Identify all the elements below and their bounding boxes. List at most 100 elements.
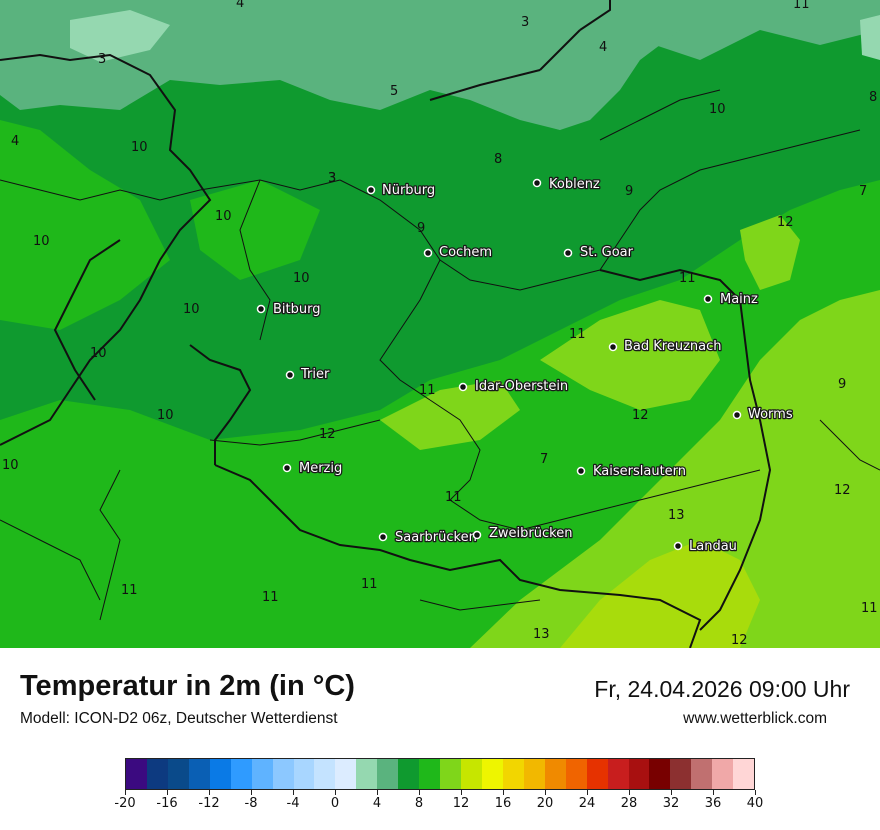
legend-tick xyxy=(545,790,546,795)
city-bad-kreuznach[interactable]: Bad Kreuznach xyxy=(608,338,723,355)
iso-label: 12 xyxy=(731,633,748,648)
iso-label: 3 xyxy=(98,52,106,67)
city-label: St. Goar xyxy=(580,245,634,260)
legend-swatch xyxy=(461,759,482,789)
city-landau[interactable]: Landau xyxy=(673,538,738,555)
legend-tick xyxy=(713,790,714,795)
iso-label: 10 xyxy=(183,302,200,317)
legend-swatch xyxy=(335,759,357,789)
color-legend xyxy=(125,758,755,790)
legend-swatch xyxy=(356,759,378,789)
iso-label: 10 xyxy=(709,102,726,117)
legend-swatch xyxy=(712,759,734,789)
city-label: Koblenz xyxy=(549,177,600,192)
iso-label: 3 xyxy=(521,15,529,30)
city-label: Mainz xyxy=(720,292,758,307)
city-dot xyxy=(703,294,713,304)
legend-tick xyxy=(671,790,672,795)
legend-tick-label: -16 xyxy=(156,796,178,811)
city-dot xyxy=(472,530,482,540)
city-saarbruecken[interactable]: Saarbrücken xyxy=(378,529,478,546)
city-bitburg[interactable]: Bitburg xyxy=(256,301,322,318)
legend-tick xyxy=(293,790,294,795)
legend-swatch xyxy=(293,759,315,789)
city-worms[interactable]: Worms xyxy=(732,406,794,423)
mild-area-eifel-west xyxy=(0,120,170,330)
iso-label: 9 xyxy=(838,377,846,392)
legend-tick-label: -12 xyxy=(198,796,220,811)
legend-tick-label: -20 xyxy=(114,796,136,811)
warm-patch-saar xyxy=(380,380,520,450)
temperature-map[interactable]: 4 3 3 11 4 3 5 10 8 4 10 8 9 7 3 10 12 1… xyxy=(0,0,880,648)
city-koblenz[interactable]: Koblenz xyxy=(532,176,601,193)
legend-swatch xyxy=(398,759,420,789)
legend-tick xyxy=(125,790,126,795)
legend-swatch xyxy=(377,759,399,789)
iso-label: 11 xyxy=(419,383,436,398)
city-label: Landau xyxy=(689,539,737,554)
legend-swatch xyxy=(502,759,524,789)
city-label: Bitburg xyxy=(273,302,321,317)
legend-tick xyxy=(587,790,588,795)
city-label: Saarbrücken xyxy=(395,530,477,545)
city-cochem[interactable]: Cochem xyxy=(423,244,493,261)
legend-swatch xyxy=(167,759,189,789)
city-nuerburg[interactable]: Nürburg xyxy=(366,182,436,199)
legend-tick xyxy=(629,790,630,795)
iso-label: 10 xyxy=(90,346,107,361)
city-st-goar[interactable]: St. Goar xyxy=(563,244,635,261)
isotherm-labels: 4 3 3 11 4 3 5 10 8 4 10 8 9 7 3 10 12 1… xyxy=(2,0,878,648)
map-footer: Temperatur in 2m (in °C) Modell: ICON-D2… xyxy=(0,648,880,830)
legend-ticks: -20 -16 -12 -8 -4 0 4 8 12 16 20 24 28 32 36 40 xyxy=(114,790,763,820)
iso-label: 8 xyxy=(869,90,877,105)
iso-label: 4 xyxy=(11,134,19,149)
city-trier[interactable]: Trier xyxy=(285,366,331,383)
city-dot xyxy=(256,304,266,314)
city-markers: Nürburg Koblenz Cochem St. Goar Mainz Bi… xyxy=(256,176,794,555)
city-label: Cochem xyxy=(439,245,492,260)
iso-label: 9 xyxy=(417,221,425,236)
legend-tick-label: 24 xyxy=(578,796,596,811)
city-label: Kaiserslautern xyxy=(593,464,686,479)
mild-patch-eifel xyxy=(190,180,320,280)
city-dot xyxy=(366,185,376,195)
map-canvas: 4 3 3 11 4 3 5 10 8 4 10 8 9 7 3 10 12 1… xyxy=(0,0,880,648)
city-zweibruecken[interactable]: Zweibrücken xyxy=(472,525,574,542)
city-dot xyxy=(576,466,586,476)
legend-swatch xyxy=(272,759,294,789)
city-label: Trier xyxy=(300,367,330,382)
city-kaiserslautern[interactable]: Kaiserslautern xyxy=(576,463,687,480)
forecast-datetime: Fr, 24.04.2026 09:00 Uhr xyxy=(594,676,850,702)
legend-tick-label: 12 xyxy=(452,796,470,811)
legend-swatch xyxy=(146,759,168,789)
warm-area-palatinate xyxy=(470,290,880,648)
iso-label: 11 xyxy=(361,577,378,592)
iso-label: 13 xyxy=(533,627,550,642)
legend-swatch xyxy=(314,759,336,789)
city-label: Nürburg xyxy=(382,183,435,198)
iso-label: 11 xyxy=(679,271,696,286)
legend-tick-label: -8 xyxy=(244,796,258,811)
iso-label: 13 xyxy=(668,508,685,523)
legend-tick xyxy=(419,790,420,795)
iso-label: 11 xyxy=(793,0,810,12)
city-idar-oberstein[interactable]: Idar-Oberstein xyxy=(458,378,569,395)
iso-label: 10 xyxy=(157,408,174,423)
iso-label: 7 xyxy=(540,452,548,467)
city-label: Worms xyxy=(748,407,793,422)
legend-swatch xyxy=(523,759,545,789)
warm-patch-rheinhessen xyxy=(740,215,800,290)
iso-label: 10 xyxy=(2,458,19,473)
iso-label: 7 xyxy=(859,184,867,199)
legend-swatch xyxy=(628,759,650,789)
legend-swatch xyxy=(733,759,755,789)
city-dot xyxy=(732,410,742,420)
legend-swatch xyxy=(209,759,231,789)
legend-tick-label: 8 xyxy=(414,796,424,811)
legend-tick-label: 40 xyxy=(746,796,764,811)
legend-swatch xyxy=(230,759,252,789)
city-mainz[interactable]: Mainz xyxy=(703,291,759,308)
city-merzig[interactable]: Merzig xyxy=(282,460,344,477)
website-link[interactable]: www.wetterblick.com xyxy=(683,710,827,727)
iso-label: 3 xyxy=(328,171,336,186)
